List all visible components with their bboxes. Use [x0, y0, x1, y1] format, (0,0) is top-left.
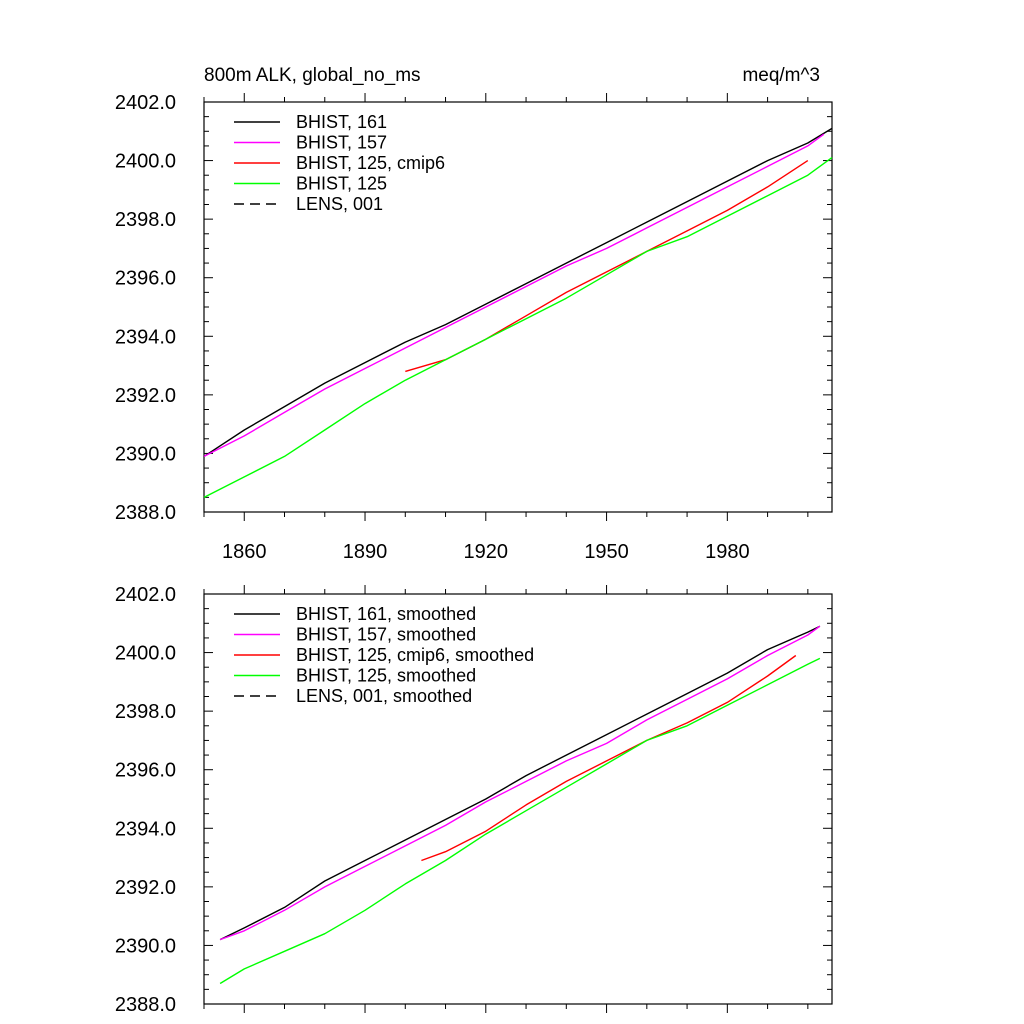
series-line: [203, 157, 833, 499]
y-tick-label: 2396.0: [115, 268, 176, 290]
y-tick-label: 2390.0: [115, 443, 176, 465]
series-line: [203, 133, 825, 458]
y-tick-label: 2400.0: [115, 151, 176, 173]
legend-label: BHIST, 157, smoothed: [296, 625, 476, 645]
legend-label: LENS, 001, smoothed: [296, 686, 472, 706]
legend-label: BHIST, 161: [296, 112, 387, 132]
x-tick-label: 1920: [464, 541, 509, 563]
x-tick-label: 1860: [222, 541, 267, 563]
y-tick-label: 2390.0: [115, 935, 176, 957]
y-tick-label: 2388.0: [115, 994, 176, 1016]
series-line: [219, 625, 821, 941]
x-tick-label: 1980: [705, 541, 750, 563]
y-tick-label: 2394.0: [115, 818, 176, 840]
units-label: meq/m^3: [742, 65, 820, 86]
y-tick-label: 2392.0: [115, 877, 176, 899]
bottom-plot-panel: 2388.0 2390.0 2392.0 2394.0 2396.0 2398.0 2400…: [115, 584, 833, 1016]
y-tick-label: 2392.0: [115, 385, 176, 407]
legend-label: LENS, 001: [296, 194, 383, 214]
legend-label: BHIST, 125, cmip6: [296, 153, 445, 173]
legend-label: BHIST, 125, cmip6, smoothed: [296, 645, 534, 665]
series-line: [203, 127, 833, 457]
y-tick-label: 2402.0: [115, 584, 176, 606]
y-tick-label: 2388.0: [115, 502, 176, 524]
x-tick-label: 1890: [343, 541, 388, 563]
y-tick-label: 2402.0: [115, 92, 176, 114]
top-plot-panel: 2388.0 2390.0 2392.0 2394.0 2396.0 2398.0 2400…: [115, 92, 833, 563]
y-tick-label: 2400.0: [115, 643, 176, 665]
legend-label: BHIST, 125: [296, 174, 387, 194]
legend-label: BHIST, 125, smoothed: [296, 666, 476, 686]
series-line: [405, 160, 809, 373]
legend-label: BHIST, 157: [296, 133, 387, 153]
x-tick-label: 1950: [584, 541, 629, 563]
chart-title: 800m ALK, global_no_ms: [204, 65, 421, 86]
series-line: [421, 654, 797, 862]
series-line: [219, 625, 821, 941]
y-tick-label: 2398.0: [115, 701, 176, 723]
y-tick-label: 2396.0: [115, 760, 176, 782]
legend-label: BHIST, 161, smoothed: [296, 604, 476, 624]
series-line: [219, 657, 821, 985]
y-tick-label: 2394.0: [115, 326, 176, 348]
y-tick-label: 2398.0: [115, 209, 176, 231]
